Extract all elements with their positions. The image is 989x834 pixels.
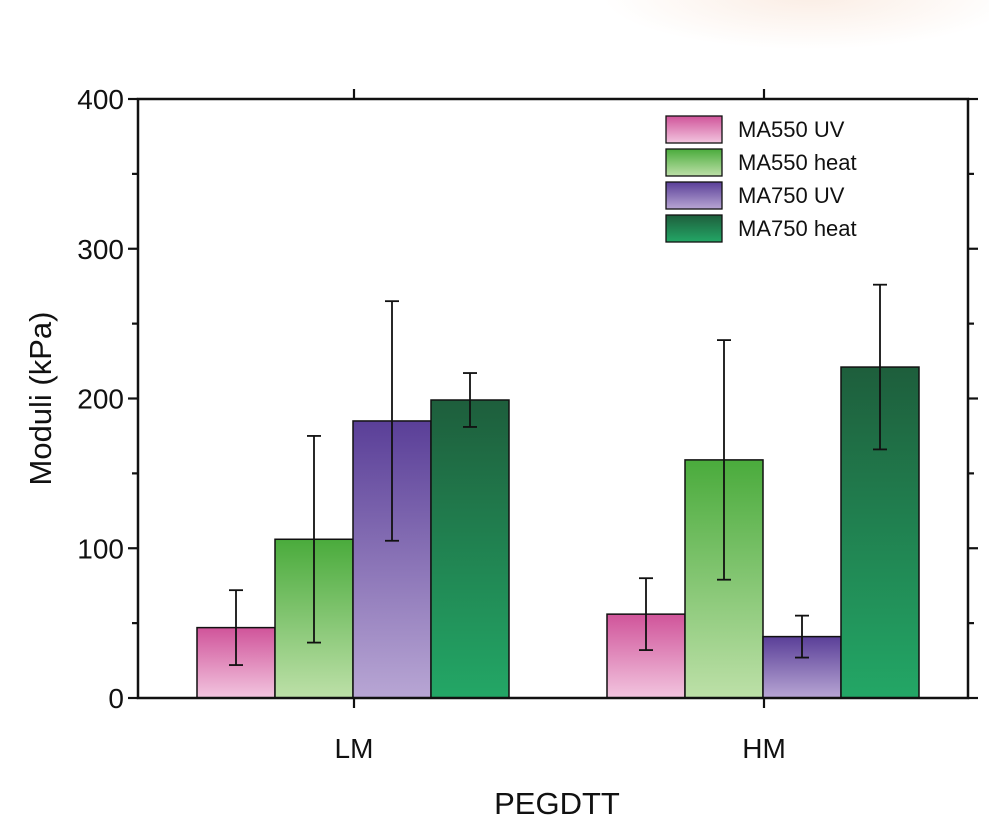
legend-entry: MA550 heat bbox=[665, 148, 857, 177]
bars-layer bbox=[196, 366, 920, 699]
y-tick-label: 100 bbox=[77, 533, 124, 564]
legend-swatch bbox=[665, 115, 723, 144]
x-tick-label: LM bbox=[335, 733, 374, 764]
legend-label: MA750 heat bbox=[738, 216, 857, 241]
error-bar-lm-ma750-heat bbox=[463, 372, 477, 428]
legend-entry: MA750 heat bbox=[665, 214, 857, 243]
x-axis-title: PEGDTT bbox=[494, 786, 620, 821]
legend-entry: MA550 UV bbox=[665, 115, 845, 144]
ticks-layer bbox=[128, 89, 978, 708]
y-tick-label: 0 bbox=[108, 683, 124, 714]
legend-label: MA550 heat bbox=[738, 150, 857, 175]
error-bar-lm-ma550-heat bbox=[307, 435, 321, 644]
x-tick-label: HM bbox=[742, 733, 786, 764]
error-bar-hm-ma550-uv bbox=[639, 577, 653, 651]
error-bar-lm-ma750-uv bbox=[385, 300, 399, 542]
tick-labels-layer: 0 100 200 300 400 LM HM bbox=[77, 84, 785, 764]
y-axis-title: Moduli (kPa) bbox=[23, 312, 58, 486]
legend-label: MA550 UV bbox=[738, 117, 845, 142]
legend-entry: MA750 UV bbox=[665, 181, 845, 210]
legend-swatch bbox=[665, 148, 723, 177]
legend-label: MA750 UV bbox=[738, 183, 845, 208]
error-bar-lm-ma550-uv bbox=[229, 589, 243, 666]
bar-lm-ma750-heat bbox=[430, 399, 510, 699]
legend-swatch bbox=[665, 214, 723, 243]
error-bar-hm-ma750-heat bbox=[873, 283, 887, 451]
legend-swatch bbox=[665, 181, 723, 210]
error-bar-hm-ma750-uv bbox=[795, 614, 809, 659]
y-tick-label: 300 bbox=[77, 234, 124, 265]
legend: MA550 UV MA550 heat MA750 UV MA750 heat bbox=[665, 115, 857, 243]
y-tick-label: 200 bbox=[77, 384, 124, 415]
error-bar-hm-ma550-heat bbox=[717, 339, 731, 581]
y-tick-label: 400 bbox=[77, 84, 124, 115]
error-bars-layer bbox=[229, 283, 887, 666]
